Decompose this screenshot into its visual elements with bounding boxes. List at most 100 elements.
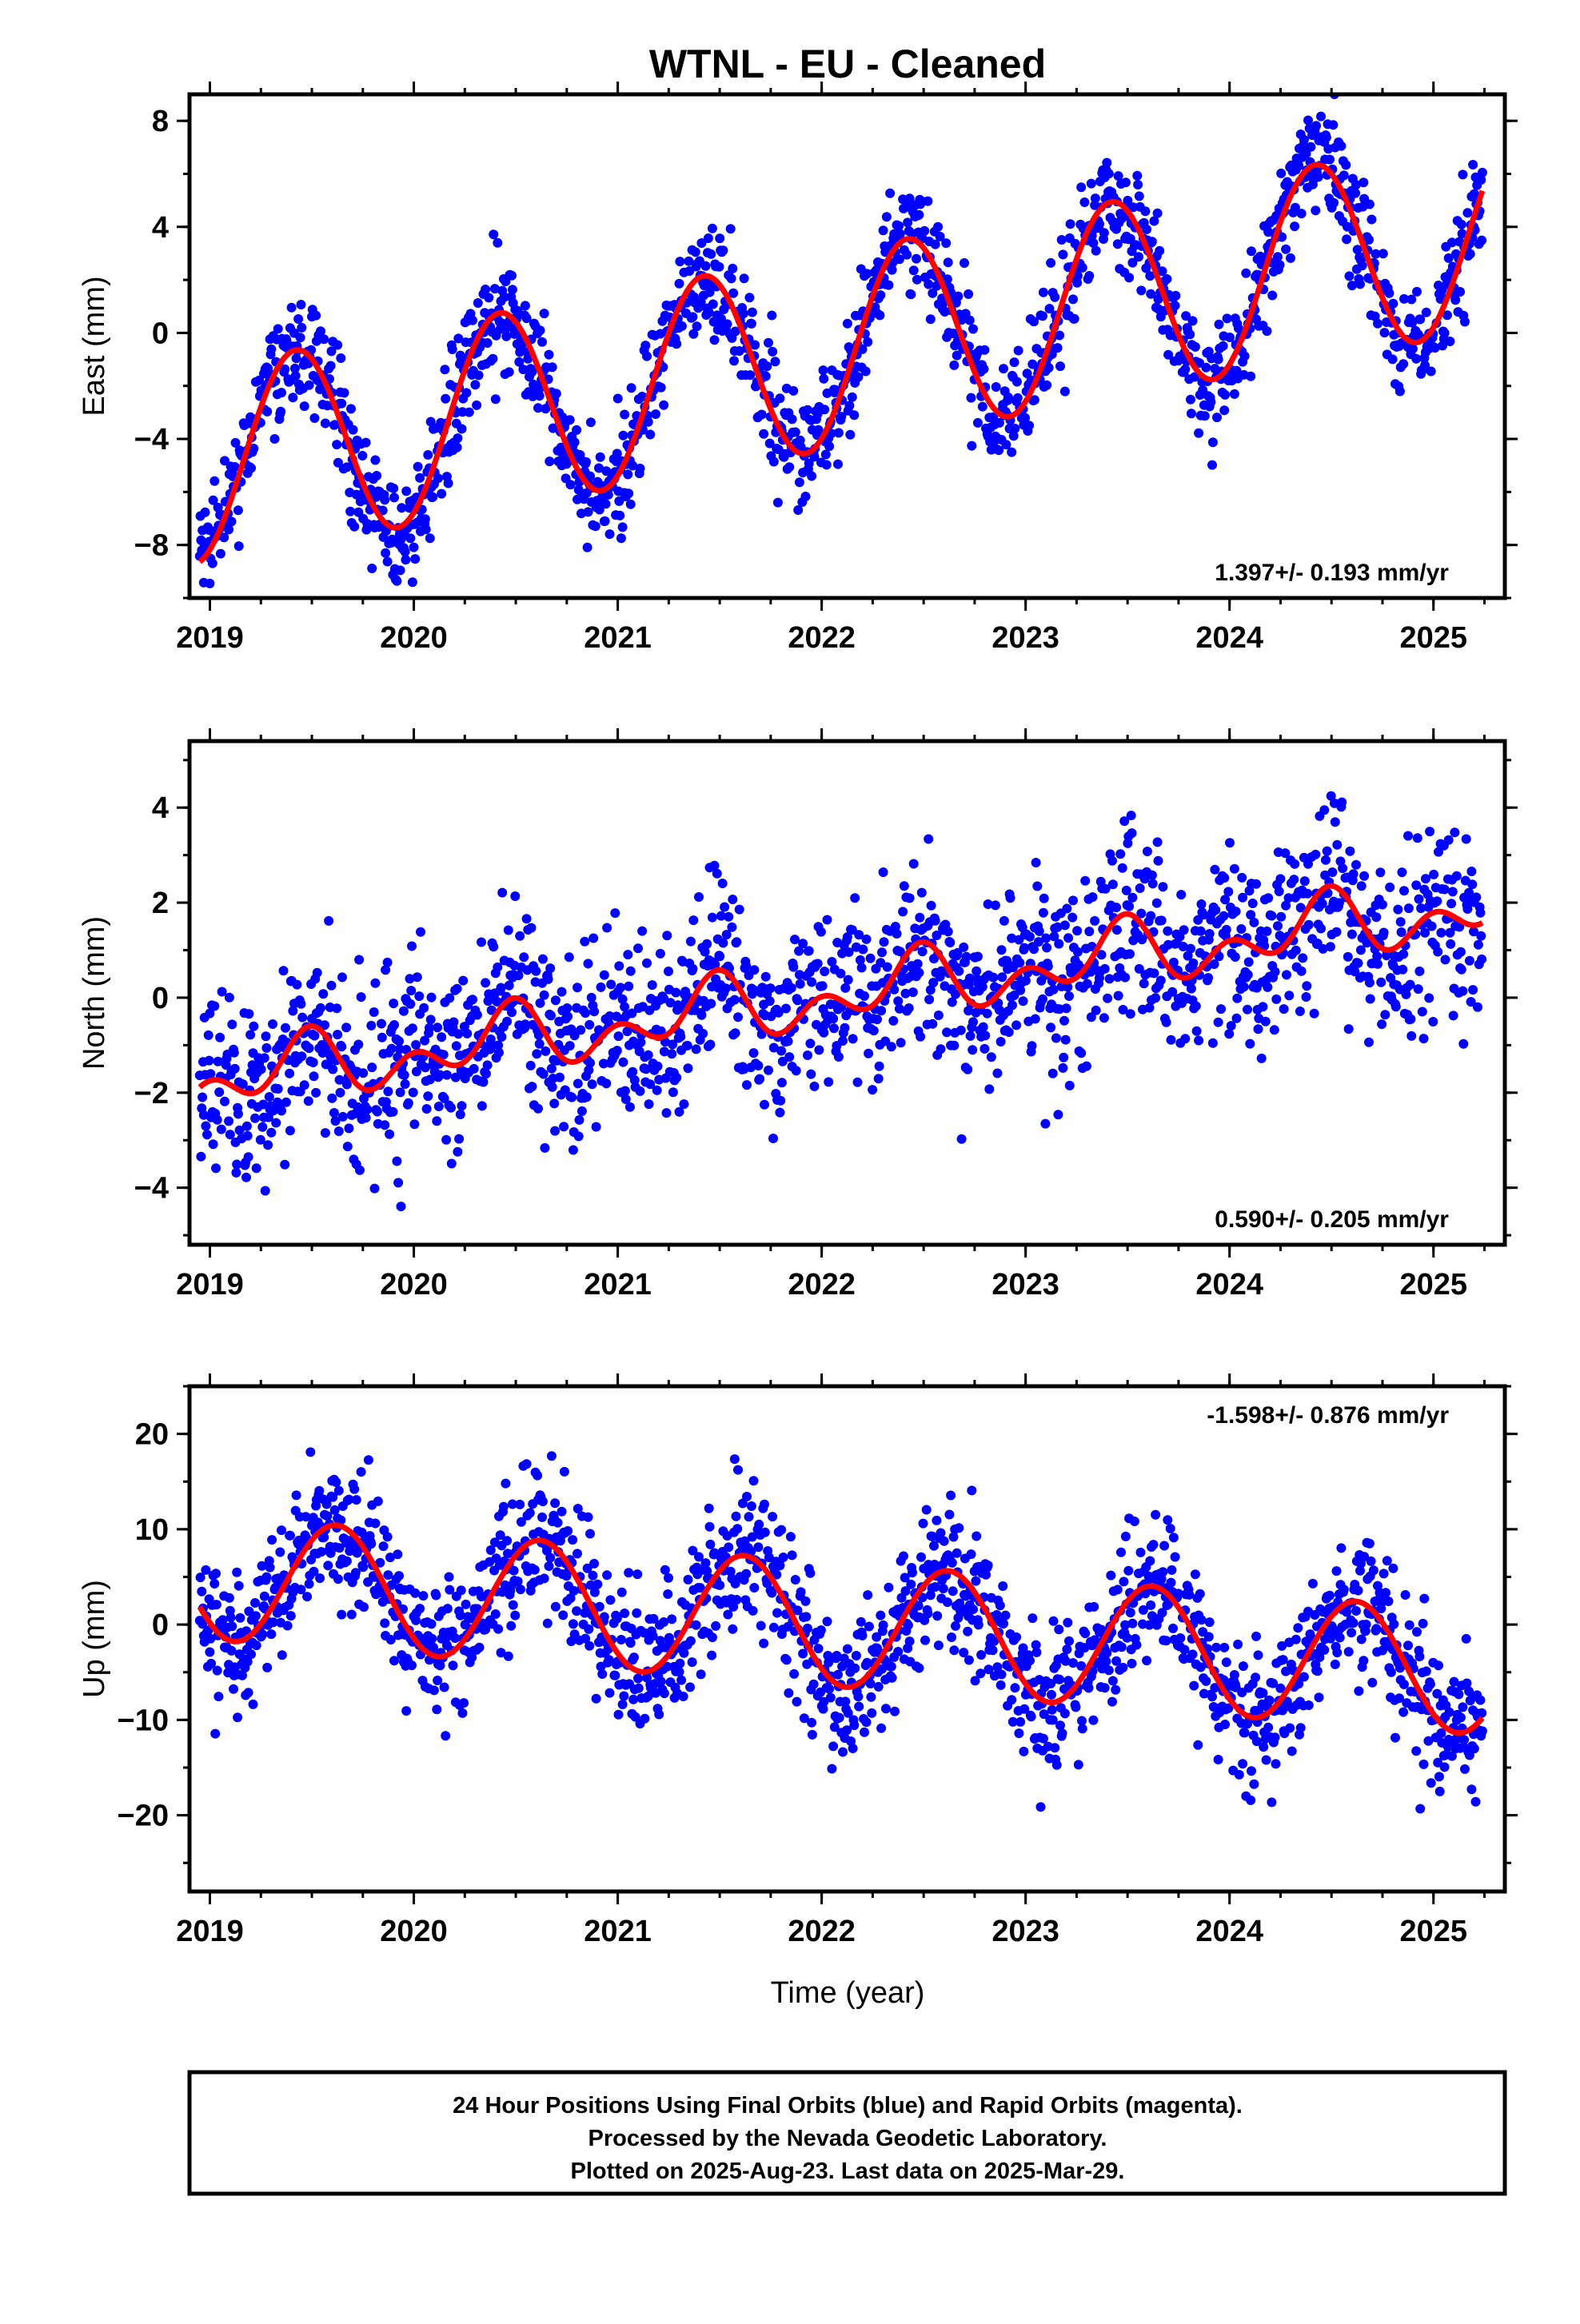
data-point	[1468, 985, 1478, 995]
data-point	[942, 1597, 952, 1608]
data-point	[1281, 1666, 1291, 1676]
data-point	[525, 1508, 535, 1518]
data-point	[648, 1613, 659, 1624]
data-point	[652, 1061, 663, 1071]
data-point	[738, 309, 748, 319]
data-point	[1219, 911, 1229, 921]
data-point	[1056, 235, 1067, 245]
data-point	[515, 931, 525, 941]
data-point	[1119, 1577, 1129, 1587]
data-point	[734, 904, 744, 915]
data-point	[534, 391, 545, 401]
data-point	[827, 957, 837, 967]
data-point	[1439, 1762, 1450, 1772]
data-point	[227, 1621, 237, 1632]
data-point	[323, 1561, 333, 1571]
data-point	[1389, 1619, 1399, 1629]
data-point	[683, 1063, 693, 1074]
data-point	[1364, 234, 1374, 245]
data-point	[405, 999, 416, 1009]
data-point	[1412, 1627, 1422, 1637]
data-point	[1290, 202, 1300, 213]
data-point	[685, 936, 696, 947]
data-point	[659, 400, 669, 410]
data-point	[243, 1688, 253, 1698]
data-point	[635, 464, 645, 473]
data-point	[273, 324, 283, 334]
data-point	[1135, 1547, 1146, 1557]
data-point	[1426, 366, 1436, 377]
data-point	[1282, 970, 1291, 980]
data-point	[316, 326, 325, 337]
data-point	[995, 1600, 1005, 1611]
data-point	[423, 1091, 433, 1102]
data-point	[616, 1635, 626, 1644]
data-point	[979, 364, 989, 374]
data-point	[580, 936, 590, 947]
data-point	[1055, 1720, 1065, 1731]
data-point	[662, 1661, 672, 1672]
data-point	[594, 1601, 604, 1612]
data-point	[902, 249, 912, 260]
data-point	[1196, 899, 1207, 909]
data-point	[1180, 1034, 1191, 1044]
data-point	[594, 463, 604, 473]
data-point	[893, 996, 904, 1007]
data-point	[1226, 1021, 1236, 1031]
data-point	[626, 383, 636, 393]
data-point	[636, 1037, 646, 1047]
data-point	[1295, 903, 1306, 913]
data-point	[425, 533, 435, 544]
data-point	[320, 1020, 329, 1030]
data-point	[1015, 1716, 1026, 1727]
data-point	[237, 1670, 247, 1680]
data-point	[704, 1521, 715, 1532]
data-point	[311, 310, 321, 321]
data-point	[229, 1047, 239, 1058]
data-point	[1359, 177, 1369, 188]
data-point	[1191, 1026, 1202, 1036]
data-point	[1127, 828, 1137, 839]
data-point	[257, 1561, 267, 1571]
data-point	[709, 1548, 720, 1558]
data-point	[395, 565, 405, 576]
data-point	[1153, 855, 1163, 866]
data-point	[1385, 882, 1395, 892]
data-point	[768, 346, 778, 357]
data-point	[675, 1658, 685, 1668]
data-point	[875, 310, 885, 321]
data-point	[1107, 879, 1118, 890]
data-point	[275, 1547, 285, 1557]
data-point	[1367, 214, 1377, 225]
data-point	[923, 196, 933, 206]
data-point	[515, 1499, 525, 1509]
data-point	[421, 1104, 432, 1114]
data-point	[768, 1512, 778, 1522]
data-point	[1267, 911, 1277, 921]
data-point	[1010, 1683, 1020, 1693]
data-point	[316, 1003, 325, 1013]
data-point	[441, 1731, 451, 1741]
data-point	[1158, 1567, 1168, 1577]
data-point	[1178, 942, 1188, 951]
data-point	[1414, 1652, 1425, 1662]
data-point	[527, 367, 537, 377]
data-point	[1159, 1541, 1170, 1551]
data-point	[529, 1565, 540, 1575]
data-point	[559, 1122, 569, 1132]
data-point	[1127, 257, 1138, 268]
data-point	[1458, 169, 1468, 180]
data-point	[1118, 1662, 1128, 1672]
data-point	[729, 356, 739, 366]
data-point	[1077, 262, 1087, 273]
data-point	[1317, 899, 1327, 909]
data-point	[641, 1064, 652, 1074]
data-point	[1347, 1628, 1357, 1638]
data-point	[1403, 903, 1414, 914]
data-point	[1458, 1038, 1469, 1049]
x-tick-label: 2019	[176, 1268, 244, 1302]
data-point	[337, 1042, 347, 1052]
y-tick-label: −4	[134, 423, 169, 456]
data-point	[237, 1079, 248, 1090]
data-point	[914, 967, 924, 978]
